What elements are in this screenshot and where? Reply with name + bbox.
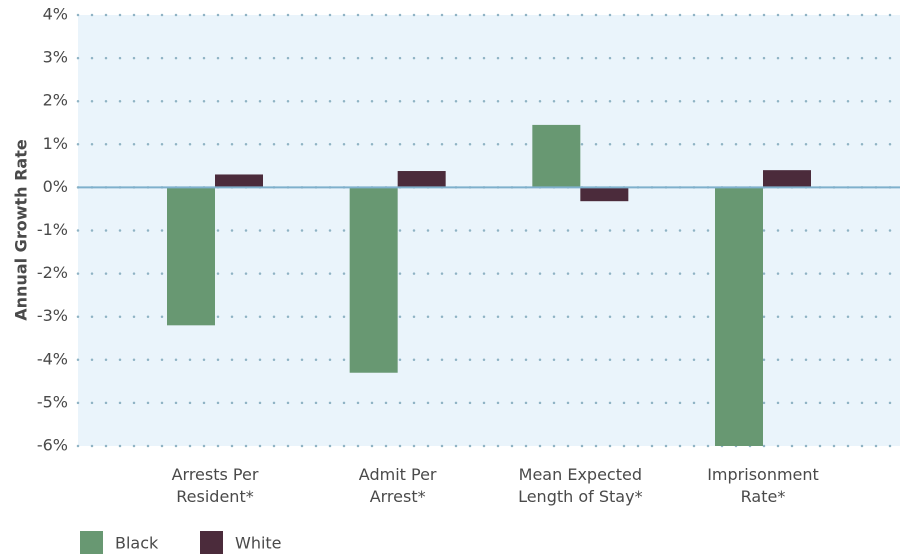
bar xyxy=(580,187,629,202)
bar xyxy=(763,170,811,188)
y-tick-label: 3% xyxy=(43,48,68,67)
y-tick-label: -3% xyxy=(37,306,68,325)
y-tick-label: 1% xyxy=(43,134,68,153)
y-axis-title: Annual Growth Rate xyxy=(12,139,31,321)
bar xyxy=(349,187,398,373)
y-tick-label: 0% xyxy=(43,177,68,196)
bar xyxy=(532,124,581,188)
y-tick-label: -5% xyxy=(37,392,68,411)
x-tick-label: Mean Expected Length of Stay* xyxy=(518,465,643,506)
y-tick-label: 2% xyxy=(43,91,68,110)
x-tick-label: Imprisonment Rate* xyxy=(707,465,819,506)
x-tick-label: Admit Per Arrest* xyxy=(358,465,437,506)
legend-swatch xyxy=(80,531,103,554)
y-tick-label: -1% xyxy=(37,220,68,239)
bar xyxy=(167,187,215,326)
bar xyxy=(397,171,446,188)
x-tick-label: Arrests Per Resident* xyxy=(171,465,259,506)
legend-label: White xyxy=(235,534,282,553)
y-tick-label: -4% xyxy=(37,349,68,368)
legend-swatch xyxy=(200,531,223,554)
bar xyxy=(715,187,763,446)
legend-label: Black xyxy=(115,534,159,553)
y-tick-label: -2% xyxy=(37,263,68,282)
y-tick-label: -6% xyxy=(37,436,68,455)
bar xyxy=(215,174,263,188)
y-tick-label: 4% xyxy=(43,5,68,24)
